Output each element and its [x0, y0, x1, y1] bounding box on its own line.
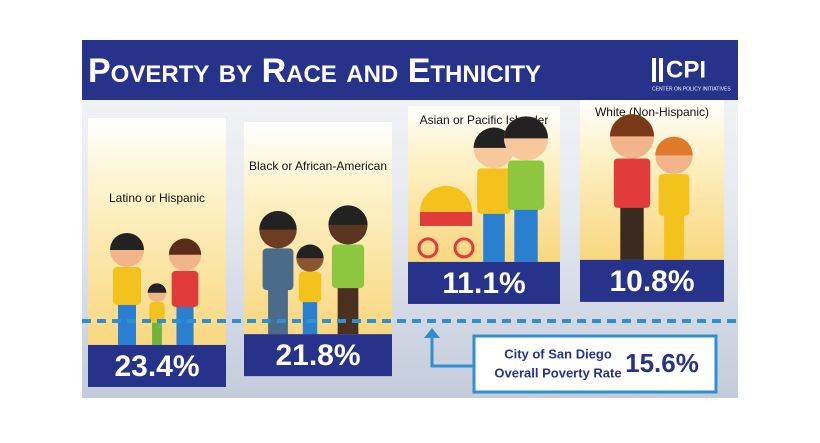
value-label: 21.8% [275, 339, 360, 372]
bar [408, 261, 560, 304]
legs [620, 205, 644, 260]
person [296, 244, 324, 335]
logo: CPI CENTER ON POLICY INITIATIVES [652, 56, 731, 92]
reference-arrow [430, 336, 474, 368]
logo-bar [652, 58, 656, 82]
legs [483, 211, 505, 262]
torso [613, 158, 651, 208]
reference-value: 15.6% [625, 348, 699, 378]
hair [503, 116, 549, 139]
legs [268, 287, 288, 335]
torso [477, 168, 511, 214]
title-bar [82, 40, 738, 100]
category-label: Black or African-American [248, 159, 388, 173]
legs [302, 300, 318, 335]
legs [337, 285, 359, 335]
bar [88, 344, 226, 387]
hair [259, 210, 297, 230]
hair [168, 238, 202, 255]
person [609, 114, 655, 260]
torso [658, 174, 690, 216]
torso [262, 248, 294, 291]
hair [609, 114, 655, 137]
legs [176, 305, 194, 345]
torso [149, 302, 165, 323]
person [503, 116, 549, 262]
panel [580, 100, 724, 260]
logo-text: CPI [666, 56, 706, 83]
value-label: 10.8% [609, 265, 694, 298]
hair [110, 232, 144, 250]
reference-box [472, 334, 718, 394]
category-label: White (Non-Hispanic) [594, 105, 710, 119]
bar [580, 259, 724, 302]
person [110, 232, 144, 345]
hair [147, 283, 167, 293]
category-label-box: Black or African-American [248, 159, 388, 173]
hair [328, 205, 368, 225]
legs [514, 207, 538, 262]
torso [507, 160, 545, 210]
torso [298, 271, 322, 303]
hair [296, 244, 324, 259]
hair [473, 127, 515, 148]
bar [244, 334, 392, 377]
value-label: 23.4% [114, 350, 199, 383]
person [147, 283, 167, 345]
legs [664, 213, 684, 260]
wheel [453, 237, 475, 259]
torso [113, 266, 141, 305]
logo-subtitle: CENTER ON POLICY INITIATIVES [652, 86, 731, 92]
logo-bar [659, 58, 663, 82]
reference-label: City of San Diego [504, 346, 612, 361]
person [168, 238, 202, 345]
arrow-head [424, 328, 440, 338]
torso [331, 244, 365, 289]
wheel [417, 237, 439, 259]
category-label-box: White (Non-Hispanic) [594, 105, 710, 119]
chart-title: Poverty by Race and Ethnicity [88, 52, 541, 90]
stroller-base [420, 211, 472, 226]
stroller [420, 185, 472, 212]
hair [655, 136, 693, 156]
value-label: 11.1% [442, 267, 525, 300]
category-label-box: Latino or Hispanic [108, 191, 206, 205]
legs [152, 321, 162, 345]
legs [118, 302, 136, 345]
reference-label: Overall Poverty Rate [494, 365, 621, 380]
torso [171, 270, 199, 307]
category-label: Latino or Hispanic [108, 191, 206, 205]
person [655, 136, 693, 260]
